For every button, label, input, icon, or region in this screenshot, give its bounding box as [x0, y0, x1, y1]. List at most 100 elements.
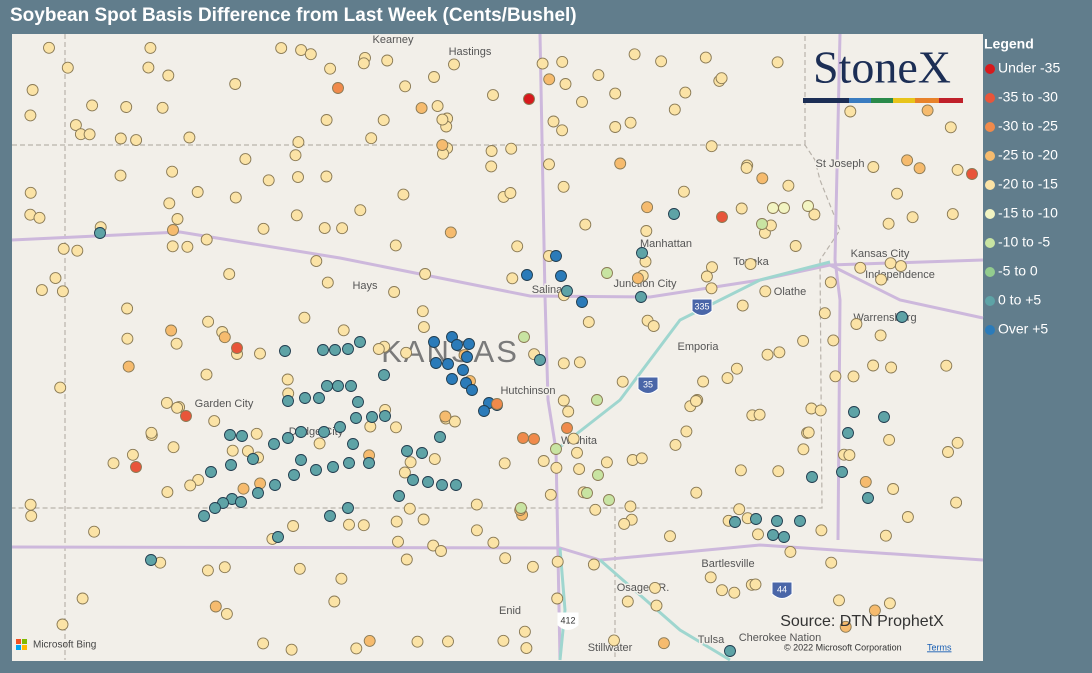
- location-dot: [191, 186, 204, 198]
- location-dot: [557, 394, 570, 407]
- location-dot: [218, 331, 231, 344]
- location-dot: [167, 441, 180, 454]
- location-dot: [635, 291, 647, 303]
- location-dot: [162, 69, 175, 82]
- location-dot: [400, 553, 413, 566]
- location-dot: [697, 375, 710, 388]
- location-dot: [268, 438, 280, 450]
- location-dot: [640, 225, 653, 237]
- location-dot: [335, 572, 348, 585]
- location-dot: [614, 157, 627, 170]
- location-dot: [649, 581, 661, 594]
- location-dot: [668, 103, 681, 116]
- logo: StoneX: [813, 42, 951, 93]
- location-dot: [705, 282, 718, 295]
- location-dot: [350, 412, 362, 424]
- location-dot: [225, 459, 237, 471]
- location-dot: [700, 270, 713, 283]
- location-dot: [759, 285, 772, 298]
- location-dot: [778, 202, 790, 214]
- location-dot: [336, 222, 349, 235]
- location-dot: [729, 516, 741, 528]
- location-dot: [239, 153, 252, 166]
- legend-label: Under -35: [998, 60, 1060, 76]
- location-dot: [121, 302, 134, 315]
- location-dot: [287, 520, 300, 532]
- location-dot: [86, 99, 99, 112]
- city-label: St Joseph: [816, 158, 865, 170]
- location-dot: [704, 571, 717, 584]
- location-dot: [357, 57, 370, 70]
- location-dot: [815, 524, 828, 537]
- location-dot: [324, 62, 337, 75]
- location-dot: [364, 420, 377, 433]
- location-dot: [487, 536, 500, 549]
- location-dot: [589, 503, 602, 516]
- location-dot: [428, 336, 440, 348]
- location-dot: [478, 405, 490, 417]
- location-dot: [436, 113, 449, 126]
- legend-label: -15 to -10: [998, 205, 1058, 221]
- location-dot: [526, 560, 539, 573]
- location-dot: [254, 347, 266, 360]
- location-dot: [229, 191, 242, 204]
- location-dot: [847, 370, 860, 383]
- location-dot: [794, 515, 806, 527]
- location-dot: [183, 131, 196, 144]
- location-dot: [180, 410, 192, 422]
- location-dot: [778, 531, 790, 543]
- location-dot: [885, 361, 898, 374]
- map-provider: Microsoft Bing: [33, 640, 96, 651]
- location-dot: [442, 358, 454, 370]
- location-dot: [806, 471, 818, 483]
- location-dot: [201, 564, 214, 577]
- terms-link[interactable]: Terms: [927, 642, 952, 652]
- location-dot: [379, 410, 391, 422]
- location-dot: [631, 272, 644, 285]
- location-dot: [528, 433, 540, 445]
- location-dot: [54, 381, 67, 394]
- location-dot: [573, 463, 586, 476]
- location-dot: [428, 453, 441, 466]
- location-dot: [24, 109, 37, 122]
- location-dot: [736, 299, 749, 312]
- location-dot: [797, 334, 810, 347]
- location-dot: [352, 396, 364, 408]
- location-dot: [317, 344, 329, 356]
- location-dot: [200, 368, 213, 381]
- location-dot: [505, 142, 518, 155]
- location-dot: [679, 86, 692, 99]
- legend-label: -5 to 0: [998, 263, 1038, 279]
- location-dot: [107, 457, 120, 470]
- location-dot: [579, 218, 592, 231]
- location-dot: [310, 464, 322, 476]
- location-dot: [165, 324, 178, 337]
- location-dot: [329, 344, 341, 356]
- shield-label: 412: [560, 615, 575, 625]
- location-dot: [457, 364, 469, 376]
- city-label: Junction City: [614, 278, 677, 290]
- location-dot: [399, 80, 412, 93]
- location-dot: [393, 490, 405, 502]
- location-dot: [313, 437, 326, 450]
- location-dot: [411, 635, 424, 648]
- location-dot: [628, 48, 641, 61]
- shield: [557, 612, 579, 630]
- location-dot: [624, 500, 637, 513]
- location-dot: [226, 444, 239, 457]
- location-dot: [430, 357, 442, 369]
- location-dot: [378, 369, 390, 381]
- city-label: Kansas City: [851, 248, 910, 260]
- location-dot: [354, 336, 366, 348]
- location-dot: [272, 531, 284, 543]
- location-dot: [624, 116, 637, 129]
- highways: [11, 33, 984, 661]
- location-dot: [867, 359, 880, 372]
- location-dot: [292, 136, 305, 149]
- location-dot: [446, 373, 458, 385]
- location-dot: [891, 187, 903, 200]
- location-dot: [407, 474, 419, 486]
- location-dot: [655, 55, 668, 68]
- location-dot: [144, 41, 157, 54]
- location-dot: [416, 305, 429, 318]
